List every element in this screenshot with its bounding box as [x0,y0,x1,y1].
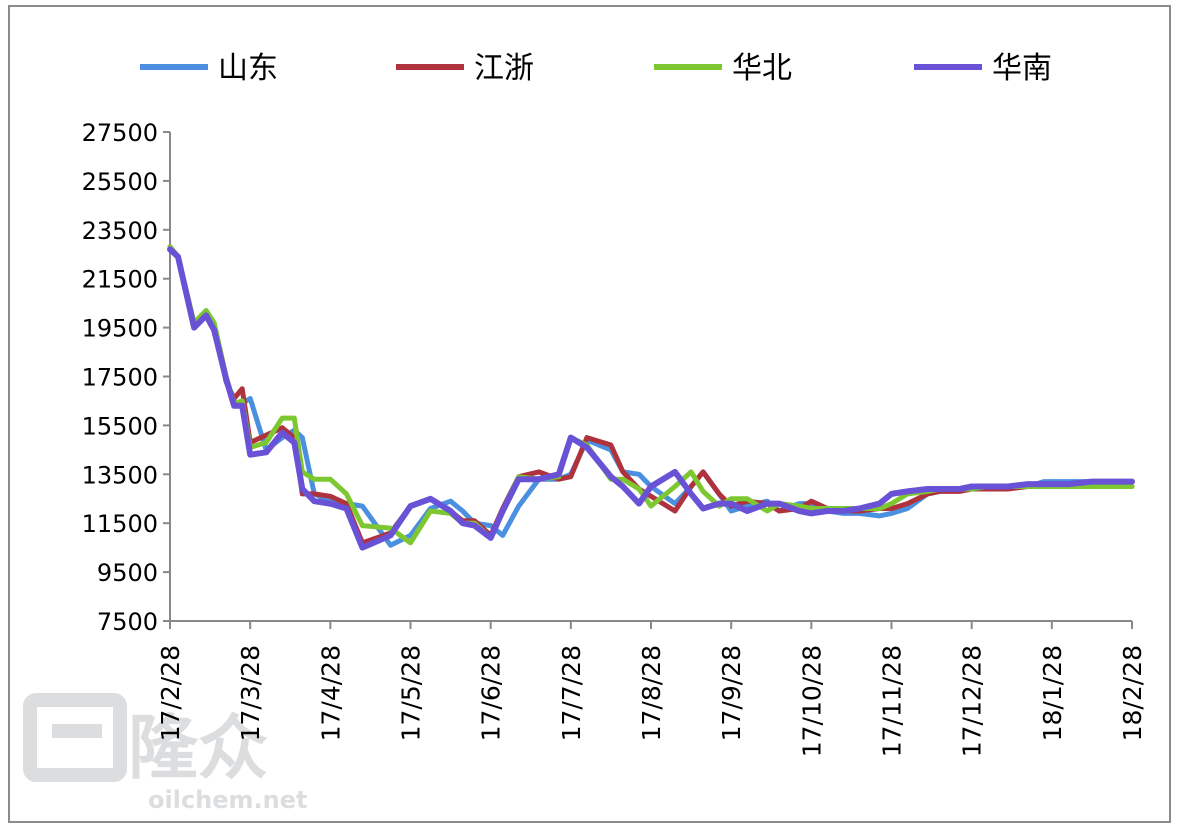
x-tick-label: 17/2/28 [156,645,185,741]
legend: 山东 江浙 华北 华南 [140,51,1052,86]
series-line-3 [167,246,1135,551]
x-tick-label: 18/2/28 [1118,645,1147,741]
y-tick-label: 11500 [82,510,158,538]
watermark-logo-icon [23,693,127,782]
legend-label: 华北 [732,51,792,86]
x-tick-label: 17/4/28 [316,645,345,741]
axes: 27500 25500 23500 21500 19500 17500 15500 13500… [82,119,1147,757]
series-layer [167,244,1135,551]
x-tick-label: 17/6/28 [477,645,506,741]
legend-item-3: 华南 [914,51,1052,86]
y-tick-label: 7500 [97,608,158,636]
watermark: 隆众 oilchem.net [23,693,308,814]
x-tick-label: 17/9/28 [717,645,746,741]
x-tick-label: 17/8/28 [637,645,666,741]
x-tick-label: 18/1/28 [1038,645,1067,741]
x-tick-label: 17/5/28 [397,645,426,741]
y-tick-label: 21500 [82,266,158,294]
y-tick-label: 19500 [82,315,158,343]
watermark-text: oilchem.net [148,786,308,814]
x-tick-label: 17/10/28 [797,645,826,757]
legend-item-0: 山东 [140,51,278,86]
legend-label: 华南 [992,51,1052,86]
x-tick-label: 17/3/28 [236,645,265,741]
legend-label: 江浙 [474,51,534,86]
y-tick-label: 23500 [82,217,158,245]
y-tick-label: 25500 [82,168,158,196]
x-tick-label: 17/7/28 [557,645,586,741]
x-tick-label: 17/11/28 [878,645,907,757]
legend-label: 山东 [218,51,278,86]
legend-item-2: 华北 [654,51,792,86]
x-tick-label: 17/12/28 [958,645,987,757]
chart-frame [8,5,1171,823]
y-tick-label: 9500 [97,559,158,587]
watermark-brand: 隆众 [128,707,268,789]
y-tick-label: 13500 [82,461,158,489]
y-tick-label: 15500 [82,412,158,440]
y-tick-label: 17500 [82,364,158,392]
legend-item-1: 江浙 [396,51,534,86]
y-tick-label: 27500 [82,119,158,147]
